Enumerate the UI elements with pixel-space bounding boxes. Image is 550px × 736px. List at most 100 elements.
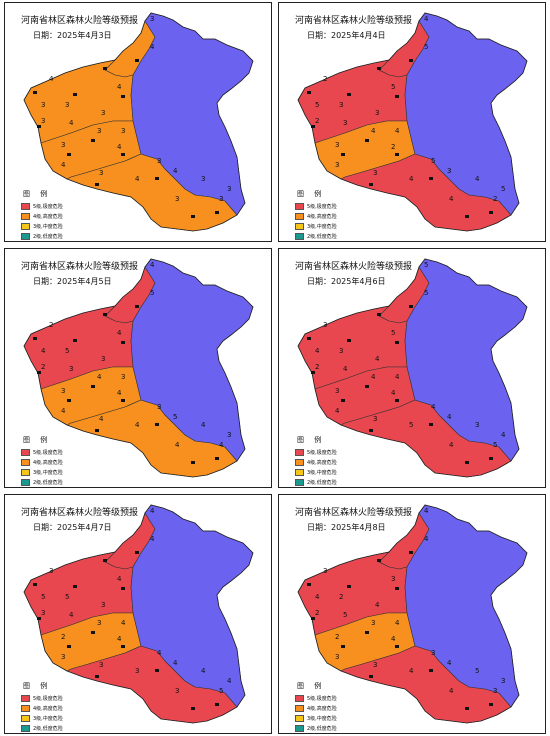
grade-label: 3	[447, 167, 451, 175]
grade-label: 4	[375, 601, 380, 609]
city-marker	[307, 583, 311, 586]
legend-label: 4级,高度危险	[33, 460, 63, 466]
grade-label: 4	[391, 635, 396, 643]
grade-label: 4	[449, 687, 454, 695]
legend-item: 3级,中度危险	[21, 714, 63, 723]
grade-label: 4	[424, 535, 429, 543]
city-marker	[95, 183, 99, 186]
panel-date: 日期：2025年4月4日	[307, 31, 386, 40]
grade-label: 2	[315, 117, 319, 125]
grade-label: 4	[371, 127, 376, 135]
legend-label: 2级,低度危险	[33, 726, 63, 732]
city-marker	[73, 585, 77, 588]
city-marker	[429, 177, 433, 180]
city-marker	[489, 211, 493, 214]
grade-label: 2	[315, 609, 319, 617]
city-marker	[103, 559, 107, 562]
legend-label: 3级,中度危险	[307, 224, 337, 230]
city-marker	[311, 371, 315, 374]
grade-label: 3	[61, 387, 65, 395]
grade-label: 3	[69, 365, 73, 373]
city-marker	[33, 91, 37, 94]
city-marker	[191, 461, 195, 464]
city-marker	[215, 211, 219, 214]
province-outline	[23, 504, 254, 724]
legend-label: 5级,极度危险	[33, 450, 63, 456]
grade-label: 4	[41, 347, 46, 355]
panel-date: 日期：2025年4月3日	[33, 31, 112, 40]
grade-label: 3	[41, 609, 45, 617]
panel-title: 河南省林区森林火险等级预报	[295, 16, 413, 26]
legend-title: 图 例	[297, 436, 326, 444]
grade-label: 5	[424, 289, 428, 297]
grade-label: 3	[431, 649, 435, 657]
forecast-panel-4: 5 5 3 4 2 4 3 5 4 4 3 4 4 4 3 5 4 4 3 5 4 4 河南省林区森林火险等级预报 日期：20…	[278, 248, 546, 488]
grade-label: 3	[97, 619, 101, 627]
city-marker	[465, 461, 469, 464]
grade-label: 4	[447, 659, 452, 667]
city-marker	[91, 631, 95, 634]
legend-label: 3级,中度危险	[33, 716, 63, 722]
panel-title: 河南省林区森林火险等级预报	[21, 262, 139, 272]
city-marker	[341, 153, 345, 156]
legend-item: 4级,高度危险	[21, 458, 63, 467]
city-marker	[395, 587, 399, 590]
province-outline	[297, 12, 528, 232]
legend-swatch	[295, 705, 304, 712]
legend-label: 2级,低度危险	[307, 480, 337, 486]
city-marker	[311, 617, 315, 620]
grade-label: 3	[97, 127, 101, 135]
legend-swatch	[295, 233, 304, 240]
grade-label: 3	[335, 387, 339, 395]
legend-label: 5级,极度危险	[307, 204, 337, 210]
city-marker	[395, 153, 399, 156]
legend-swatch	[295, 449, 304, 456]
panel-date: 日期：2025年4月7日	[33, 523, 112, 532]
grade-label: 2	[49, 321, 53, 329]
grade-label: 3	[41, 101, 45, 109]
city-marker	[369, 675, 373, 678]
legend-swatch	[295, 715, 304, 722]
grade-label: 4	[395, 127, 400, 135]
city-marker	[33, 337, 37, 340]
legend-label: 3级,中度危险	[307, 470, 337, 476]
legend-label: 4级,高度危险	[33, 214, 63, 220]
grade-label: 3	[157, 403, 161, 411]
grade-label: 4	[395, 619, 400, 627]
city-marker	[91, 139, 95, 142]
grade-label: 4	[173, 659, 178, 667]
grade-label: 3	[99, 169, 103, 177]
grade-label: 4	[391, 389, 396, 397]
legend-item: 4级,高度危险	[295, 212, 337, 221]
forecast-panel-5: 4 4 3 5 3 4 5 4 3 3 2 4 4 3 3 3 4 4 4 5 3 4 河南省林区森林火险等级预报 日期：20…	[4, 494, 272, 734]
legend-swatch	[21, 715, 30, 722]
legend-item: 3级,中度危险	[295, 222, 337, 231]
grade-label: 4	[175, 441, 180, 449]
province-outline	[23, 12, 254, 232]
grade-label: 4	[150, 43, 155, 51]
grade-label: 4	[201, 667, 206, 675]
city-marker	[465, 707, 469, 710]
grade-label: 2	[41, 363, 45, 371]
legend-swatch	[295, 469, 304, 476]
legend-item: 2级,低度危险	[295, 724, 337, 733]
legend-item: 3级,中度危险	[295, 468, 337, 477]
grade-label: 2	[61, 633, 65, 641]
grade-label: 3	[323, 567, 327, 575]
legend-item: 4级,高度危险	[21, 704, 63, 713]
province-outline	[23, 258, 254, 478]
grade-label: 3	[101, 109, 105, 117]
grade-label: 3	[61, 653, 65, 661]
grade-label: 3	[335, 141, 339, 149]
city-marker	[67, 399, 71, 402]
panel-date: 日期：2025年4月8日	[307, 523, 386, 532]
legend-label: 5级,极度危险	[307, 450, 337, 456]
grade-label: 3	[121, 373, 125, 381]
grade-label: 3	[61, 141, 65, 149]
grade-label: 4	[150, 507, 155, 515]
legend-label: 4级,高度危险	[307, 706, 337, 712]
